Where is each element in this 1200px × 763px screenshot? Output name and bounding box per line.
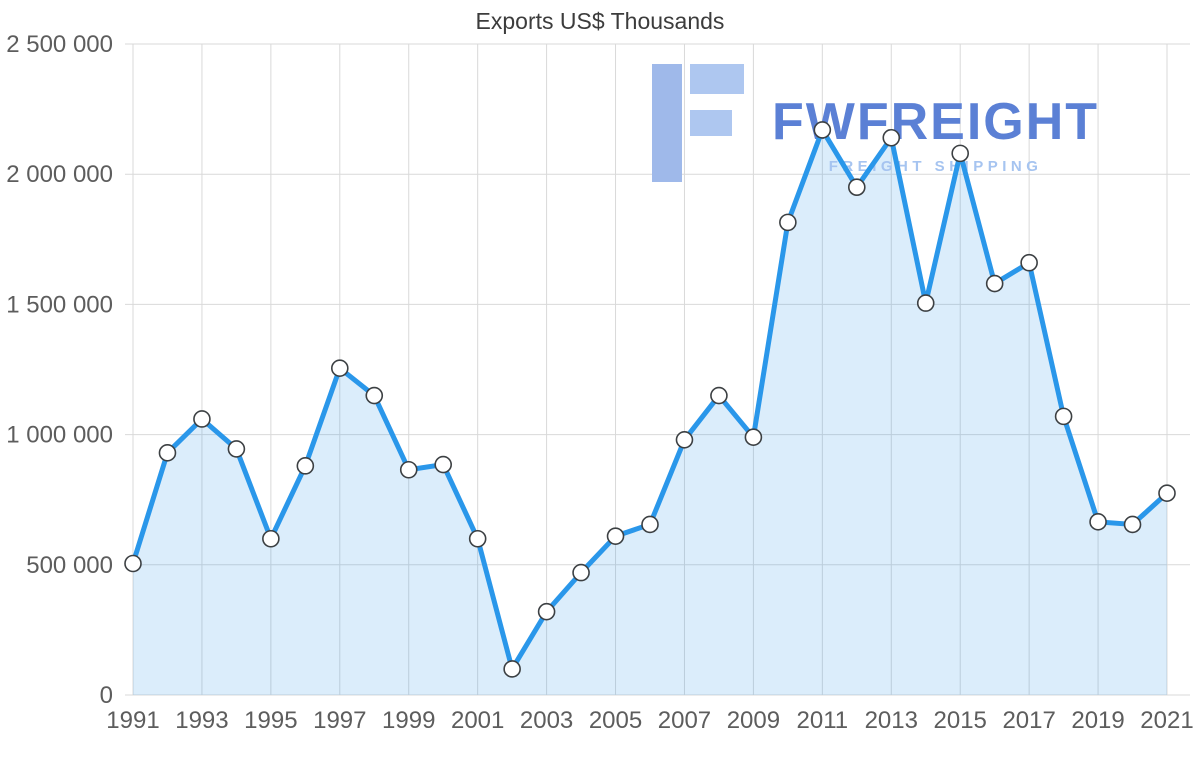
x-axis-label: 2001 <box>451 707 504 734</box>
x-axis-label: 1993 <box>175 707 228 734</box>
x-axis-label: 2019 <box>1071 707 1124 734</box>
x-axis-label: 1995 <box>244 707 297 734</box>
y-axis-label: 2 000 000 <box>6 161 113 188</box>
chart-title: Exports US$ Thousands <box>475 8 725 34</box>
x-axis-label: 2015 <box>934 707 987 734</box>
watermark-brand-text: FWFREIGHT <box>772 93 1100 151</box>
x-axis-label: 2007 <box>658 707 711 734</box>
x-axis-label: 2021 <box>1140 707 1193 734</box>
x-axis-label: 2011 <box>797 707 849 734</box>
x-axis-label: 1997 <box>313 707 366 734</box>
x-axis-label: 2017 <box>1002 707 1055 734</box>
watermark-text-block: FWFREIGHT FREIGHT SHIPPING <box>772 96 1099 175</box>
logo-top-arm <box>690 64 744 94</box>
logo-stem <box>652 64 682 182</box>
x-axis-label: 2005 <box>589 707 642 734</box>
area-fill <box>133 129 1167 695</box>
x-axis-label: 1991 <box>106 707 159 734</box>
watermark-tagline-text: FREIGHT SHIPPING <box>828 158 1043 175</box>
fwfreight-logo-icon <box>652 64 744 182</box>
x-axis-label: 2003 <box>520 707 573 734</box>
y-axis-label: 1 500 000 <box>6 291 113 318</box>
y-axis-label: 0 <box>100 682 113 709</box>
y-axis-label: 2 500 000 <box>6 31 113 58</box>
logo-mid-arm <box>690 110 732 136</box>
x-axis-label: 1999 <box>382 707 435 734</box>
x-axis-label: 2013 <box>865 707 918 734</box>
x-axis-label: 2009 <box>727 707 780 734</box>
watermark: FWFREIGHT FREIGHT SHIPPING <box>652 64 1099 182</box>
y-axis-label: 500 000 <box>26 552 113 579</box>
y-axis-label: 1 000 000 <box>6 422 113 449</box>
